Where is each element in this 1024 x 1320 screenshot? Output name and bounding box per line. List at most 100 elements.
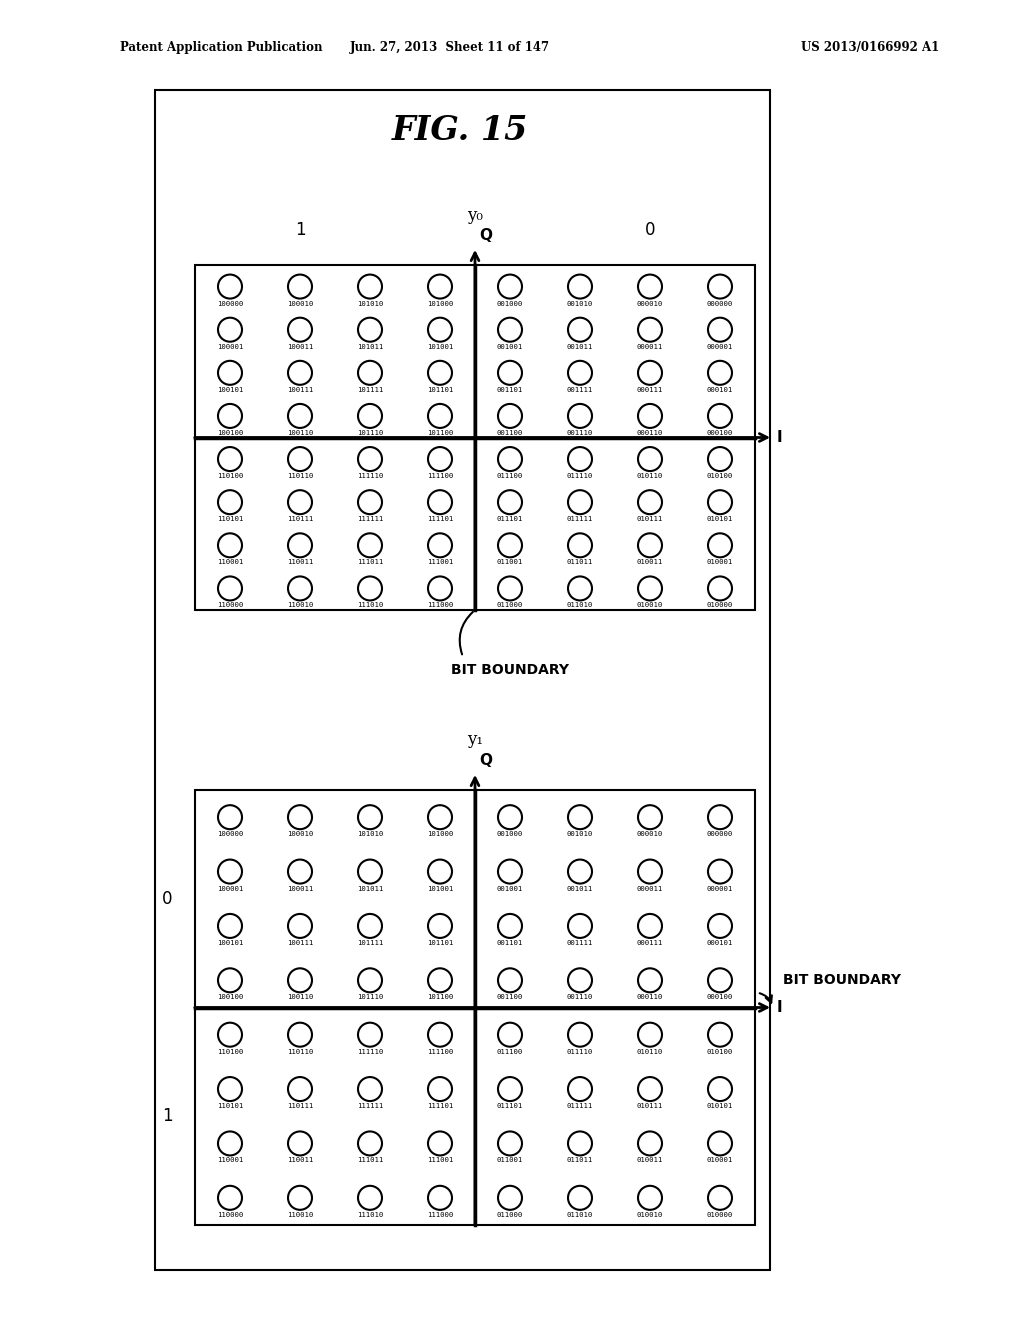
Text: 111001: 111001 [427,1158,454,1163]
Text: 111111: 111111 [357,1104,383,1109]
Text: 110100: 110100 [217,1048,243,1055]
Text: 010100: 010100 [707,1048,733,1055]
Text: 0: 0 [645,220,655,239]
Text: 111000: 111000 [427,1212,454,1218]
Text: 111011: 111011 [357,1158,383,1163]
Text: 011110: 011110 [567,473,593,479]
Text: 100001: 100001 [217,886,243,891]
Text: I: I [777,430,782,445]
Text: 101101: 101101 [427,387,454,393]
Text: 011001: 011001 [497,1158,523,1163]
Text: 101111: 101111 [357,387,383,393]
Text: 001100: 001100 [497,430,523,436]
Text: 100011: 100011 [287,343,313,350]
Text: 010010: 010010 [637,1212,664,1218]
Text: 100000: 100000 [217,832,243,837]
Text: 111001: 111001 [427,560,454,565]
Text: 110101: 110101 [217,516,243,523]
Text: 010100: 010100 [707,473,733,479]
Text: Jun. 27, 2013  Sheet 11 of 147: Jun. 27, 2013 Sheet 11 of 147 [350,41,550,54]
Text: 010101: 010101 [707,516,733,523]
Text: 100010: 100010 [287,832,313,837]
Text: 111010: 111010 [357,1212,383,1218]
Text: y₁: y₁ [467,731,483,748]
Text: 000100: 000100 [707,430,733,436]
Text: 111010: 111010 [357,602,383,609]
Text: 100011: 100011 [287,886,313,891]
Text: 110100: 110100 [217,473,243,479]
Text: 110011: 110011 [287,1158,313,1163]
Text: 000011: 000011 [637,886,664,891]
Text: 1: 1 [295,220,305,239]
Text: 000111: 000111 [637,387,664,393]
Text: 011000: 011000 [497,1212,523,1218]
Text: 001100: 001100 [497,994,523,1001]
Text: 101000: 101000 [427,832,454,837]
Text: 010011: 010011 [637,560,664,565]
Text: 000110: 000110 [637,430,664,436]
Text: 111100: 111100 [427,473,454,479]
Text: 001111: 001111 [567,387,593,393]
Text: 1: 1 [162,1107,172,1125]
Text: 111110: 111110 [357,1048,383,1055]
Text: 110111: 110111 [287,516,313,523]
Text: 010101: 010101 [707,1104,733,1109]
Text: 101000: 101000 [427,301,454,306]
Text: 111101: 111101 [427,1104,454,1109]
Text: 011111: 011111 [567,516,593,523]
Text: 001111: 001111 [567,940,593,946]
Text: 001110: 001110 [567,994,593,1001]
Text: 100001: 100001 [217,343,243,350]
Text: 000011: 000011 [637,343,664,350]
Text: 001011: 001011 [567,343,593,350]
Text: 010011: 010011 [637,1158,664,1163]
Text: 110010: 110010 [287,1212,313,1218]
Text: 100110: 100110 [287,430,313,436]
Text: 011101: 011101 [497,516,523,523]
Text: 101100: 101100 [427,430,454,436]
Text: 100111: 100111 [287,387,313,393]
Text: 000100: 000100 [707,994,733,1001]
Text: 001001: 001001 [497,343,523,350]
Text: 011100: 011100 [497,473,523,479]
Bar [155,90,770,1270]
Text: 001110: 001110 [567,430,593,436]
Text: 100010: 100010 [287,301,313,306]
Text: 001011: 001011 [567,886,593,891]
Text: 100101: 100101 [217,940,243,946]
Text: 011011: 011011 [567,1158,593,1163]
Text: 000101: 000101 [707,387,733,393]
Text: 100100: 100100 [217,430,243,436]
Text: 110110: 110110 [287,1048,313,1055]
Text: 010111: 010111 [637,1104,664,1109]
Text: 110010: 110010 [287,602,313,609]
Text: 000001: 000001 [707,886,733,891]
Text: 001000: 001000 [497,832,523,837]
Text: 011100: 011100 [497,1048,523,1055]
Text: 011000: 011000 [497,602,523,609]
Text: 011110: 011110 [567,1048,593,1055]
Text: 011010: 011010 [567,1212,593,1218]
Text: 110101: 110101 [217,1104,243,1109]
Text: 011011: 011011 [567,560,593,565]
Text: 000010: 000010 [637,832,664,837]
Text: I: I [777,1001,782,1015]
Text: 100111: 100111 [287,940,313,946]
Text: 110001: 110001 [217,560,243,565]
Text: 110011: 110011 [287,560,313,565]
Bar [195,789,755,1225]
Text: 101010: 101010 [357,832,383,837]
Text: 001001: 001001 [497,886,523,891]
Text: 111111: 111111 [357,516,383,523]
Text: 010110: 010110 [637,473,664,479]
Text: 100100: 100100 [217,994,243,1001]
Text: 110000: 110000 [217,1212,243,1218]
Bar [195,265,755,610]
Text: 011010: 011010 [567,602,593,609]
Text: 0: 0 [162,890,172,908]
Text: 001101: 001101 [497,940,523,946]
Text: 010111: 010111 [637,516,664,523]
Text: Patent Application Publication: Patent Application Publication [120,41,323,54]
Text: 000110: 000110 [637,994,664,1001]
Text: Q: Q [479,228,492,243]
